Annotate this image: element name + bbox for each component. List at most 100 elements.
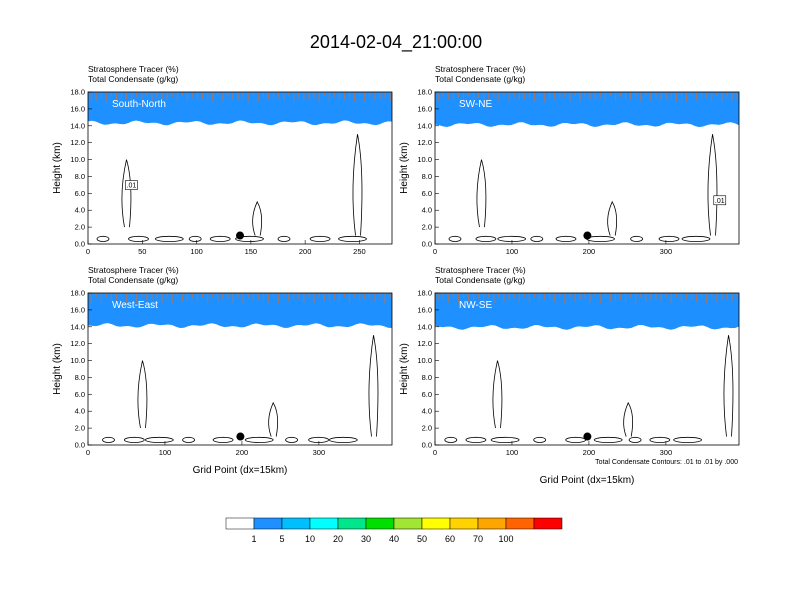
- tracer-streak: [503, 92, 505, 96]
- tracer-streak: [508, 92, 510, 102]
- tracer-streak: [202, 92, 204, 100]
- plot-frame: [87, 91, 393, 245]
- tracer-streak: [488, 92, 490, 100]
- tracer-streak: [452, 92, 454, 100]
- contour-label-box: [125, 180, 138, 190]
- colorbar-label: 40: [389, 534, 399, 544]
- y-tick-label: 10.0: [70, 356, 85, 365]
- tracer-streak: [478, 92, 480, 98]
- tracer-streak: [354, 293, 356, 298]
- x-tick-label: 100: [190, 247, 203, 256]
- tracer-streak: [538, 92, 541, 96]
- tracer-streak: [523, 92, 525, 100]
- panel-label: SW-NE: [459, 99, 492, 110]
- tracer-streak: [670, 92, 672, 98]
- tracer-streak: [685, 293, 687, 300]
- y-tick-label: 14.0: [417, 121, 432, 130]
- tracer-streak: [207, 92, 209, 97]
- x-tick-label: 300: [660, 448, 673, 457]
- tracer-streak: [181, 92, 183, 96]
- tracer-streak: [202, 293, 204, 297]
- tracer-layer: [88, 293, 392, 328]
- contour-cell: [555, 235, 577, 242]
- tracer-streak: [338, 293, 340, 303]
- tracer-streak: [207, 293, 209, 303]
- tracer-streak: [293, 92, 295, 102]
- x-tick-label: 150: [245, 247, 258, 256]
- x-tick-label: 0: [86, 247, 90, 256]
- contour-tower: [623, 401, 634, 437]
- contour-label-box: [713, 195, 727, 206]
- panel-header-condensate: Total Condensate (g/kg): [435, 74, 525, 84]
- x-tick-label: 0: [433, 448, 437, 457]
- tracer-streak: [171, 293, 173, 303]
- contour-tower: [368, 335, 379, 437]
- contour-cell: [209, 235, 231, 242]
- plot-frame: [87, 292, 393, 446]
- tracer-streak: [146, 92, 148, 96]
- contour-cell: [628, 436, 642, 443]
- tracer-streak: [354, 92, 356, 102]
- tracer-streak: [95, 293, 97, 297]
- panels: Stratosphere Tracer (%) Total Condensate …: [52, 64, 740, 486]
- contour-tower: [252, 200, 263, 236]
- panel-0: Stratosphere Tracer (%)Total Condensate …: [52, 64, 393, 256]
- tracer-streak: [95, 92, 97, 101]
- tracer-streak: [247, 293, 249, 298]
- tracer-streak: [212, 92, 214, 102]
- tracer-streak: [232, 293, 234, 303]
- tracer-streak: [513, 92, 515, 98]
- contour-tower: [476, 159, 487, 228]
- tracer-streak: [630, 293, 632, 298]
- tracer-streak: [726, 92, 728, 97]
- tracer-streak: [105, 92, 107, 102]
- tracer-streak: [538, 293, 541, 302]
- tracer-streak: [100, 293, 102, 303]
- tracer-streak: [267, 293, 270, 303]
- tracer-streak: [655, 92, 657, 97]
- tracer-streak: [533, 92, 535, 102]
- tracer-streak: [564, 92, 566, 98]
- tracer-streak: [493, 92, 495, 97]
- tracer-streak: [323, 293, 325, 302]
- tracer-streak: [181, 293, 183, 301]
- x-tick-label: 100: [506, 247, 519, 256]
- tracer-streak: [191, 92, 194, 98]
- y-axis-label: Height (km): [52, 142, 63, 194]
- colorbar-swatch: [309, 517, 339, 530]
- contour-footnote: Total Condensate Contours: .01 to .01 by…: [595, 459, 738, 466]
- tracer-streak: [614, 92, 617, 102]
- contour-cell: [338, 235, 367, 242]
- panel-header-condensate: Total Condensate (g/kg): [88, 275, 178, 285]
- tracer-streak: [141, 293, 143, 298]
- y-tick-label: 6.0: [75, 189, 85, 198]
- tracer-streak: [252, 293, 254, 302]
- tracer-streak: [645, 92, 647, 96]
- tracer-streak: [151, 92, 153, 102]
- tracer-streak: [141, 92, 143, 102]
- x-tick-label: 200: [299, 247, 312, 256]
- tracer-streak: [579, 92, 581, 102]
- tracer-streak: [283, 293, 285, 298]
- x-tick-label: 50: [138, 247, 146, 256]
- x-tick-label: 300: [313, 448, 326, 457]
- contour-cell: [102, 436, 115, 443]
- contour-label: .01: [715, 198, 725, 205]
- y-tick-label: 16.0: [70, 104, 85, 113]
- tracer-streak: [374, 92, 376, 101]
- y-axis-label: Height (km): [52, 343, 63, 395]
- colorbar-label: 30: [361, 534, 371, 544]
- tracer-streak: [478, 293, 480, 299]
- tracer-streak: [303, 293, 305, 303]
- tracer-streak: [706, 293, 708, 303]
- tracer-streak: [298, 293, 300, 299]
- tracer-streak: [437, 293, 439, 301]
- panel-label: South-North: [112, 99, 166, 110]
- tracer-streak: [635, 92, 637, 98]
- tracer-streak: [594, 92, 596, 100]
- tracer-streak: [369, 293, 371, 300]
- tracer-streak: [131, 293, 133, 297]
- panel-header-tracer: Stratosphere Tracer (%): [435, 265, 526, 275]
- y-tick-label: 0.0: [422, 240, 432, 249]
- x-tick-label: 250: [353, 247, 366, 256]
